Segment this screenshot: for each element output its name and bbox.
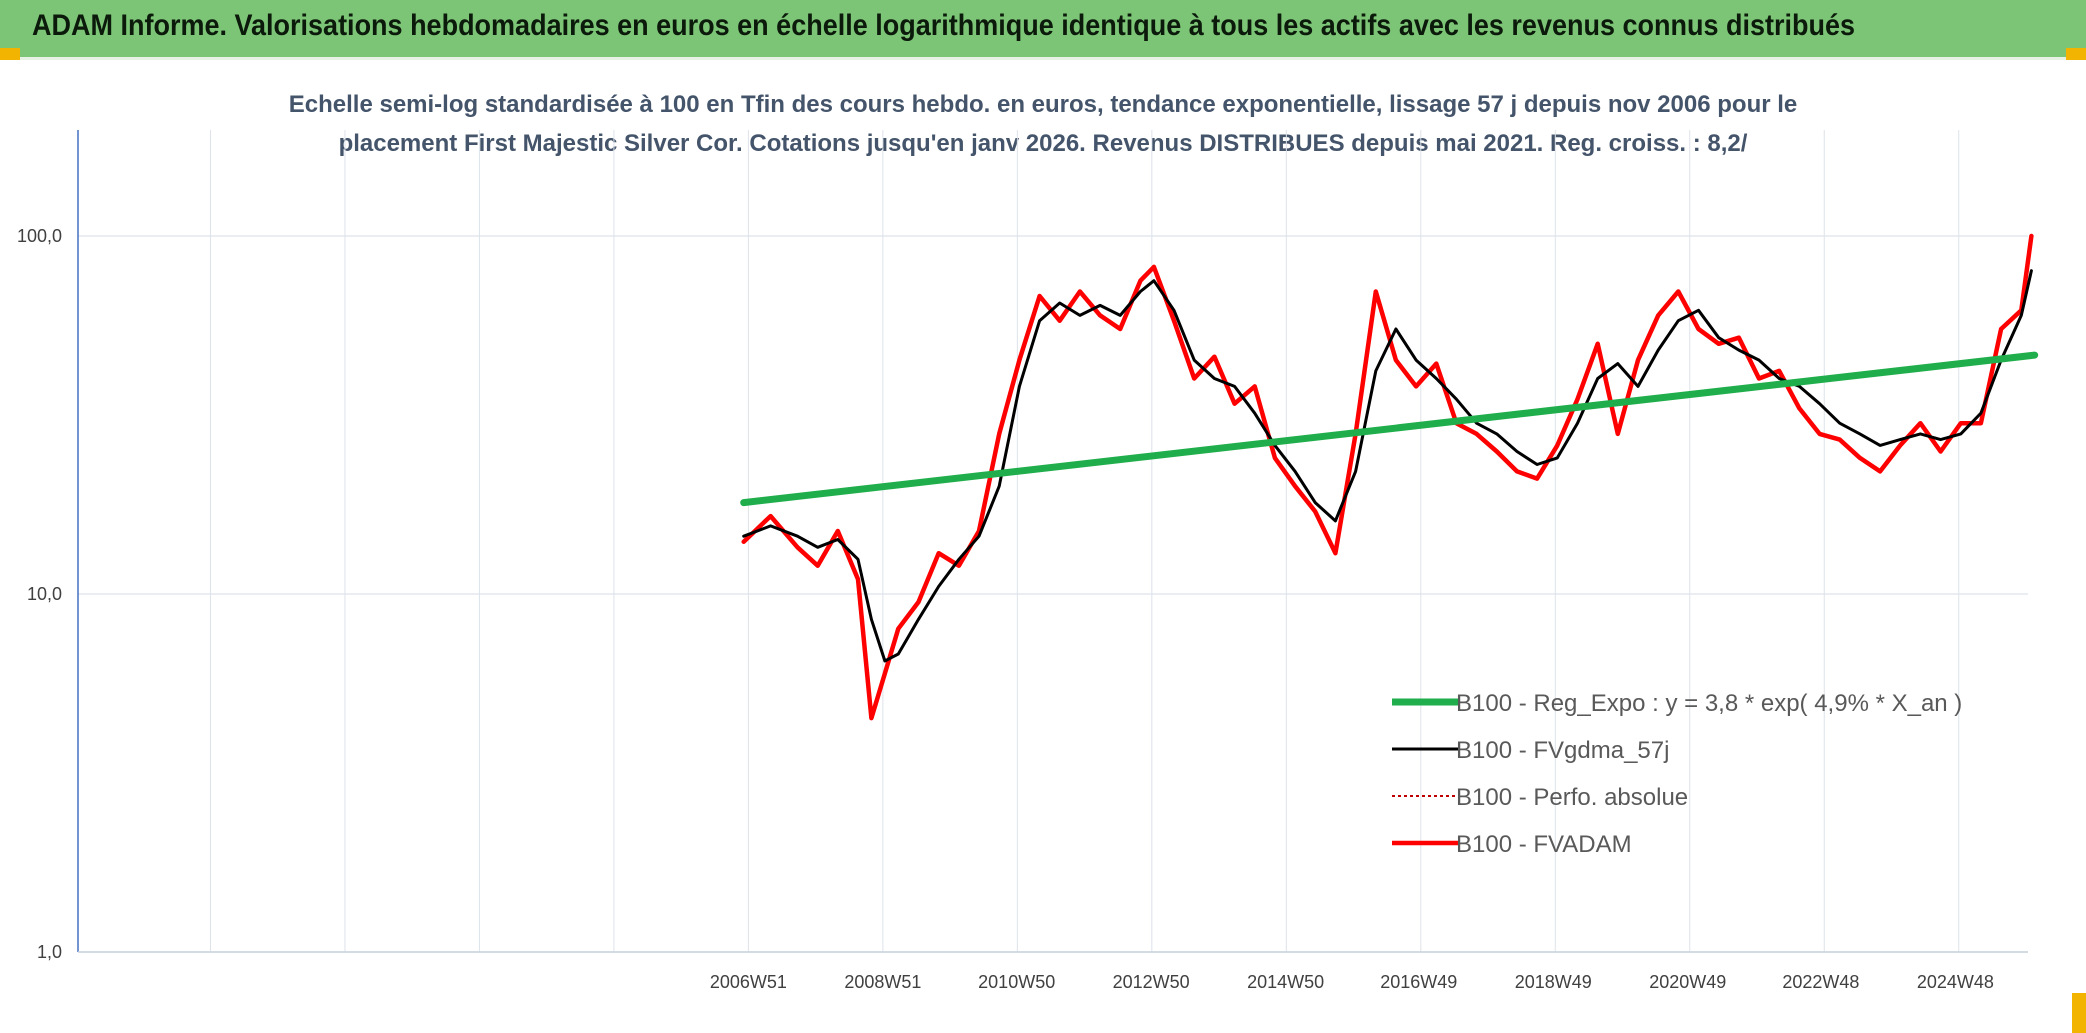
grid — [78, 130, 2028, 953]
x-tick-label: 2006W51 — [710, 972, 787, 992]
series-line — [740, 351, 2039, 507]
top-left-corner-marker — [0, 48, 20, 60]
chart-subtitle-line-2: placement First Majestic Silver Cor. Cot… — [339, 130, 1748, 157]
x-tick-label: 2014W50 — [1247, 972, 1324, 992]
legend-label: B100 - Perfo. absolue — [1456, 784, 1688, 811]
x-tick-label: 2018W49 — [1515, 972, 1592, 992]
x-tick-label: 2008W51 — [844, 972, 921, 992]
y-tick-label: 1,0 — [37, 942, 62, 962]
legend-label: B100 - FVADAM — [1456, 831, 1632, 858]
legend-label: B100 - FVgdma_57j — [1456, 737, 1669, 764]
x-tick-label: 2016W49 — [1380, 972, 1457, 992]
top-right-corner-marker — [2066, 48, 2086, 60]
x-tick-label: 2010W50 — [978, 972, 1055, 992]
y-tick-label: 100,0 — [17, 226, 62, 246]
report-banner: ADAM Informe. Valorisations hebdomadaire… — [0, 0, 2086, 60]
x-tick-label: 2024W48 — [1917, 972, 1994, 992]
y-tick-label: 10,0 — [27, 584, 62, 604]
legend-label: B100 - Reg_Expo : y = 3,8 * exp( 4,9% * … — [1456, 690, 1962, 717]
legend: B100 - Reg_Expo : y = 3,8 * exp( 4,9% * … — [1392, 690, 1962, 858]
series-line — [742, 269, 2033, 663]
series-group — [740, 233, 2039, 721]
x-tick-label: 2022W48 — [1782, 972, 1859, 992]
chart-subtitle-line-1: Echelle semi-log standardisée à 100 en T… — [289, 91, 1798, 118]
axes: 100,0 10,0 1,0 2006W51 2008W51 2010W50 2012W50… — [17, 130, 2028, 992]
report-title: ADAM Informe. Valorisations hebdomadaire… — [32, 9, 1856, 42]
x-tick-label: 2012W50 — [1113, 972, 1190, 992]
bottom-right-corner-marker — [2072, 993, 2086, 1033]
x-tick-label: 2020W49 — [1649, 972, 1726, 992]
